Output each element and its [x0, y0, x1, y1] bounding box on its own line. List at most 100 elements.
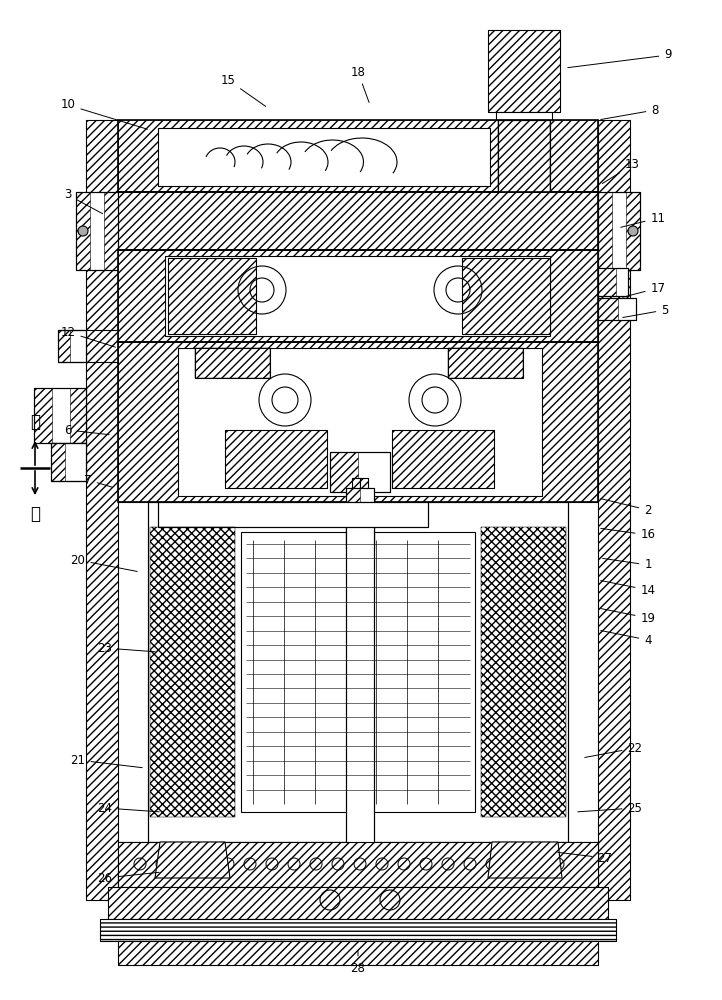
Text: 8: 8 [601, 104, 658, 120]
Bar [76, 192, 118, 270]
Circle shape [628, 226, 638, 236]
Bar [488, 30, 560, 112]
Text: 18: 18 [351, 66, 369, 102]
Bar [118, 250, 598, 342]
Bar [58, 330, 86, 362]
Bar [498, 120, 550, 208]
Text: 10: 10 [61, 99, 147, 129]
Bar [225, 430, 327, 488]
Bar [462, 258, 550, 334]
Bar [352, 478, 360, 492]
Bar [86, 120, 118, 900]
Text: 24: 24 [97, 802, 160, 814]
Bar [118, 250, 598, 342]
Bar [598, 120, 630, 900]
Bar [330, 452, 390, 492]
Bar [496, 112, 552, 130]
Bar [118, 342, 598, 502]
Bar [51, 443, 65, 481]
Text: 26: 26 [97, 871, 160, 884]
Text: 13: 13 [602, 158, 640, 184]
Bar [598, 192, 640, 270]
Text: 11: 11 [621, 212, 666, 227]
Bar [58, 330, 70, 362]
Text: 19: 19 [601, 609, 656, 624]
Bar [481, 527, 566, 817]
Text: 25: 25 [578, 802, 643, 814]
Bar [598, 268, 616, 296]
Bar [118, 120, 598, 192]
Bar [108, 887, 608, 919]
Text: 6: 6 [64, 424, 109, 436]
Bar [498, 120, 550, 208]
Bar [118, 941, 598, 965]
Bar [488, 30, 560, 112]
Text: 23: 23 [97, 642, 155, 654]
Bar [168, 258, 256, 334]
Bar [360, 478, 368, 492]
Bar [598, 298, 618, 320]
Text: 5: 5 [623, 304, 669, 318]
Bar [158, 502, 428, 527]
Bar [178, 348, 542, 496]
Text: 20: 20 [71, 554, 137, 571]
Text: 4: 4 [601, 631, 652, 647]
Bar [70, 388, 86, 443]
Text: 22: 22 [585, 742, 643, 757]
Bar [34, 388, 52, 443]
Bar [346, 488, 360, 548]
Bar [195, 348, 270, 378]
Bar [118, 842, 598, 887]
Text: 27: 27 [558, 852, 612, 864]
Bar [168, 258, 256, 334]
Bar [165, 256, 550, 336]
Bar [195, 348, 270, 378]
Bar [158, 128, 490, 186]
Text: 上: 上 [30, 413, 40, 431]
Bar [108, 887, 608, 919]
Bar [448, 348, 523, 378]
Bar [330, 452, 390, 492]
Text: 21: 21 [71, 754, 142, 768]
Text: 9: 9 [567, 48, 671, 68]
Circle shape [78, 226, 88, 236]
Bar [498, 120, 550, 208]
Bar [346, 502, 374, 862]
Bar [118, 192, 598, 250]
Text: 28: 28 [351, 951, 365, 974]
Bar [76, 192, 118, 270]
Bar [346, 488, 374, 548]
Text: 17: 17 [622, 282, 666, 297]
Bar [58, 330, 86, 362]
Bar [34, 388, 86, 443]
Bar [241, 532, 475, 812]
Bar [51, 443, 86, 481]
Bar [100, 919, 616, 941]
Text: 16: 16 [601, 528, 656, 542]
Bar [158, 502, 428, 527]
Bar [148, 502, 568, 842]
Bar [448, 348, 523, 378]
Bar [598, 268, 628, 296]
Text: 14: 14 [601, 581, 656, 596]
Text: 15: 15 [220, 74, 266, 106]
Bar [100, 919, 616, 941]
Polygon shape [488, 842, 562, 878]
Bar [346, 488, 374, 548]
Bar [148, 502, 568, 842]
Text: 7: 7 [84, 474, 113, 487]
Bar [118, 342, 598, 502]
Bar [626, 192, 640, 270]
Bar [392, 430, 494, 488]
Bar [598, 192, 640, 270]
Text: 12: 12 [61, 326, 116, 347]
Bar [225, 430, 327, 488]
Bar [598, 120, 630, 900]
Bar [118, 120, 598, 192]
Bar [598, 192, 612, 270]
Bar [34, 388, 86, 443]
Text: 2: 2 [601, 499, 652, 516]
Text: 3: 3 [64, 188, 103, 214]
Bar [104, 192, 118, 270]
Polygon shape [155, 842, 230, 878]
